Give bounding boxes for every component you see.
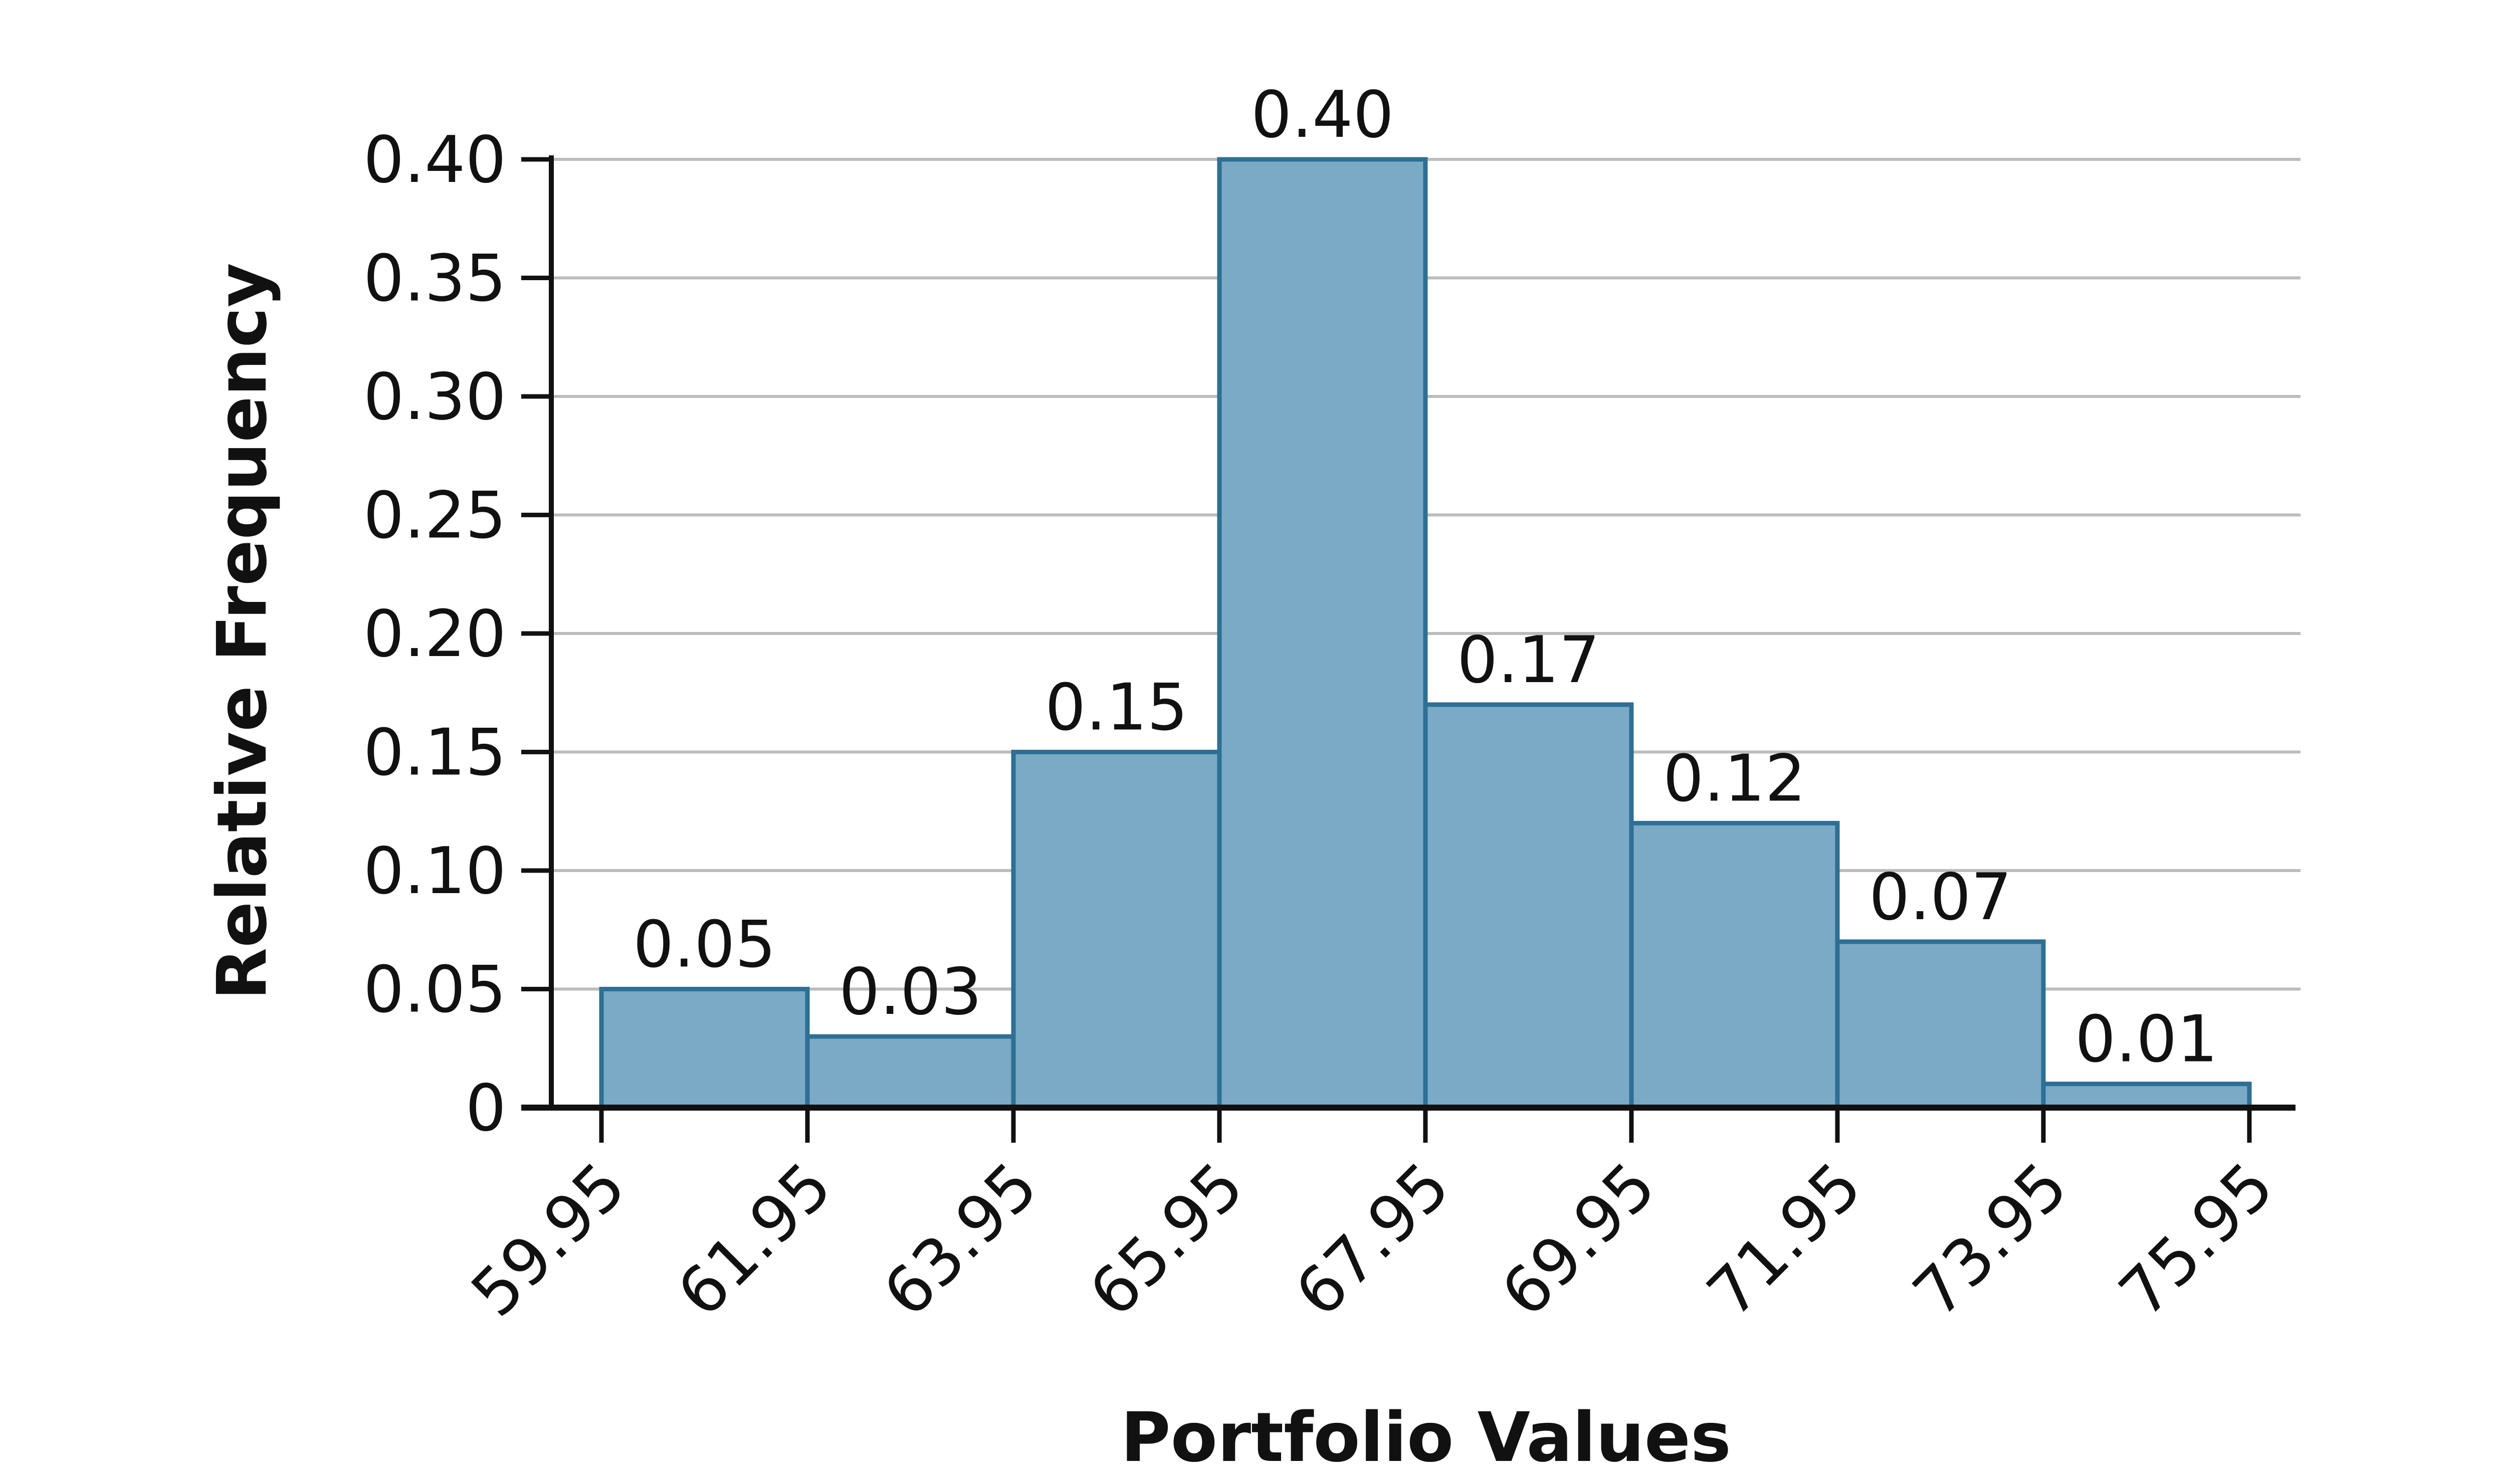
bar-value-label: 0.05	[633, 908, 776, 982]
x-tick-label: 75.95	[2105, 1149, 2287, 1331]
y-tick-label: 0	[466, 1071, 506, 1146]
x-axis-ticks: 59.95 61.95 63.95 65.95 67.95 69.95 71.95 73.95…	[457, 1108, 2288, 1331]
y-tick-label: 0.10	[363, 834, 506, 909]
histogram-bar	[1835, 939, 2046, 1110]
histogram-bar	[805, 1034, 1016, 1110]
y-tick-label: 0.35	[363, 242, 506, 316]
histogram-bar	[1423, 702, 1634, 1110]
y-tick-label: 0.05	[363, 953, 506, 1027]
x-tick-label: 59.95	[457, 1149, 640, 1331]
bar-value-label: 0.17	[1457, 623, 1600, 698]
x-tick-label: 69.95	[1487, 1149, 1669, 1331]
bar-value-labels: 0.05 0.03 0.15 0.40 0.17 0.12 0.07 0.01	[633, 78, 2218, 1077]
bar-value-label: 0.07	[1869, 860, 2012, 935]
x-tick-label: 73.95	[1899, 1149, 2081, 1331]
x-tick-label: 63.95	[869, 1149, 1052, 1331]
histogram-bar	[599, 987, 810, 1110]
histogram-bar	[1217, 157, 1428, 1110]
y-tick-label: 0.30	[363, 360, 506, 435]
histogram-bar	[2041, 1082, 2252, 1110]
x-tick-label: 61.95	[663, 1149, 846, 1331]
bar-value-label: 0.01	[2075, 1002, 2218, 1077]
x-tick-label: 65.95	[1075, 1149, 1258, 1331]
y-axis-ticks: 0 0.05 0.10 0.15 0.20 0.25 0.30 0.35 0.40	[363, 123, 551, 1146]
bar-value-label: 0.12	[1663, 741, 1806, 816]
y-tick-label: 0.40	[363, 123, 506, 197]
bar-value-label: 0.15	[1045, 671, 1188, 745]
bar-value-label: 0.03	[839, 955, 982, 1029]
x-axis-title: Portfolio Values	[1121, 1398, 1731, 1477]
x-tick-label: 71.95	[1693, 1149, 1875, 1331]
bar-value-label: 0.40	[1251, 78, 1394, 152]
histogram-bars	[599, 157, 2252, 1110]
y-tick-label: 0.15	[363, 716, 506, 790]
x-tick-label: 67.95	[1281, 1149, 1464, 1331]
histogram-bar	[1629, 820, 1840, 1110]
y-tick-label: 0.20	[363, 597, 506, 672]
y-axis-title: Relative Frequency	[203, 263, 282, 1000]
y-tick-label: 0.25	[363, 479, 506, 553]
histogram-bar	[1011, 750, 1222, 1110]
